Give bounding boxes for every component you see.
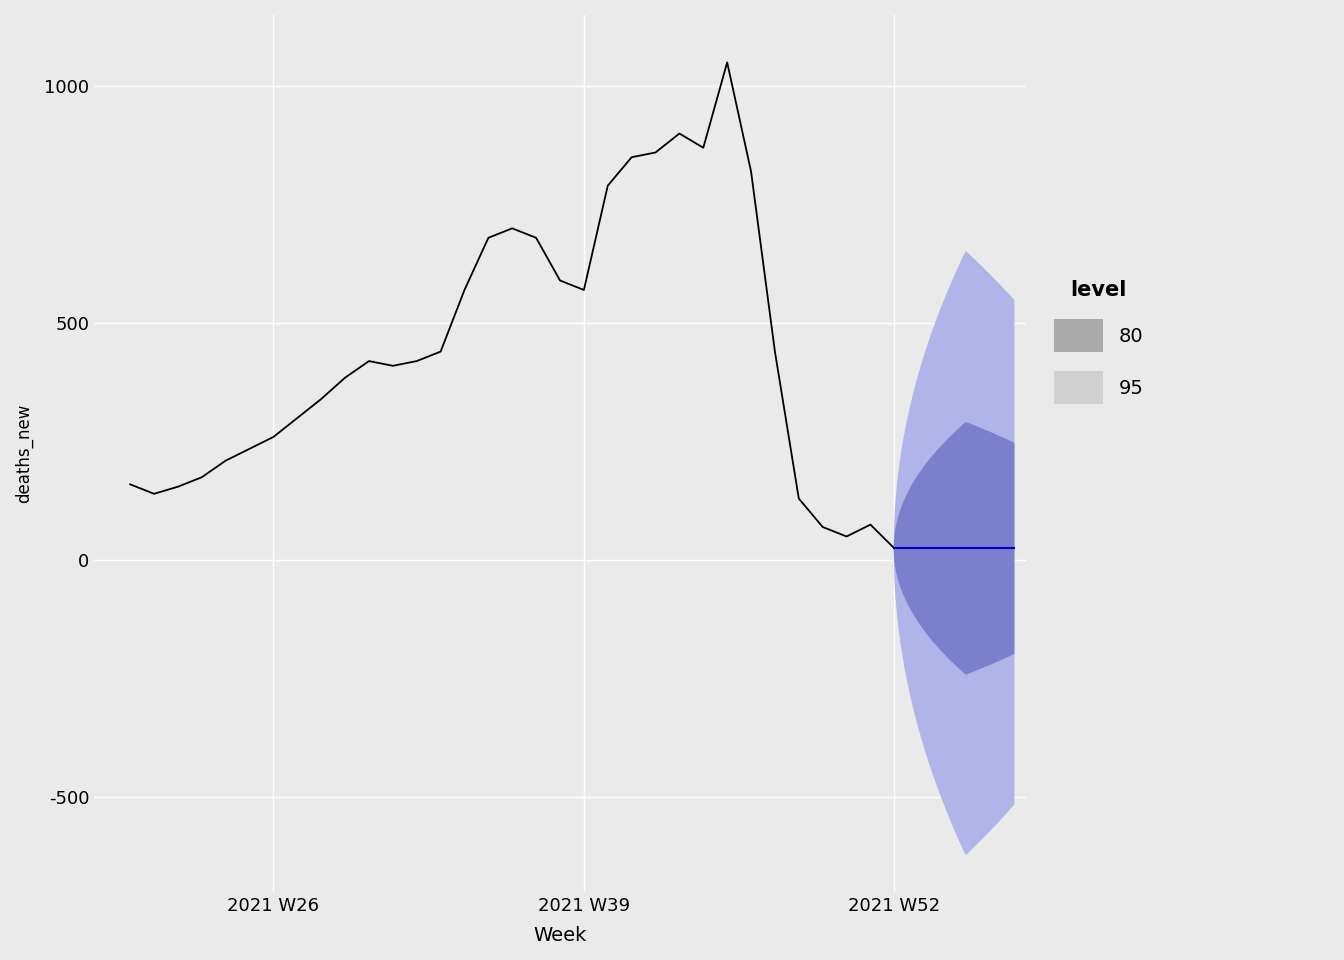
Polygon shape xyxy=(894,422,1013,674)
Polygon shape xyxy=(894,252,1013,854)
Y-axis label: deaths_new: deaths_new xyxy=(15,404,34,503)
Legend: 80, 95: 80, 95 xyxy=(1044,271,1153,414)
X-axis label: Week: Week xyxy=(534,926,587,945)
